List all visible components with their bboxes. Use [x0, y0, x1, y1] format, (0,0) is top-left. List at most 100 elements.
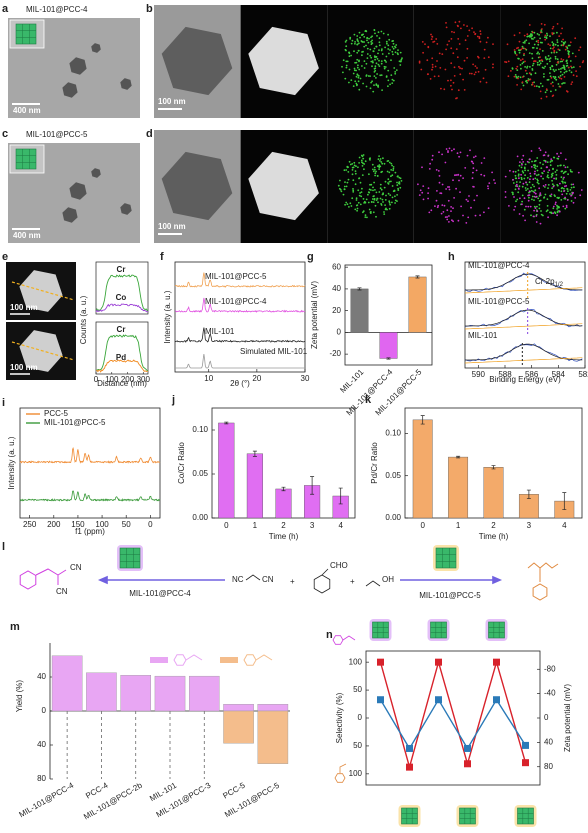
eds-dot: [512, 193, 514, 196]
eds-dot: [363, 67, 366, 69]
xps-bg: [464, 323, 583, 330]
eds-dot: [395, 69, 398, 71]
eds-dot: [357, 80, 360, 83]
eds-dot: [363, 202, 365, 204]
eds-dot: [373, 55, 376, 57]
eds-dot: [556, 204, 558, 207]
eds-dot: [391, 78, 394, 81]
eds-dot: [546, 79, 549, 81]
eds-dot: [384, 204, 386, 207]
eds-dot: [559, 71, 562, 73]
label: 0: [94, 375, 99, 384]
eds-dot: [554, 171, 557, 173]
eds-dot: [356, 38, 359, 40]
eds-dot: [558, 77, 561, 79]
eds-dot: [537, 39, 540, 42]
eds-dot: [351, 163, 354, 165]
eds-dot: [557, 44, 559, 47]
eds-dot: [444, 161, 447, 164]
eds-dot: [474, 71, 477, 74]
eds-dot: [523, 52, 525, 55]
eds-dot: [535, 215, 538, 217]
eds-dot: [574, 37, 577, 40]
eds-dot: [562, 59, 565, 61]
eds-dot: [375, 191, 378, 194]
xps-fit: [465, 273, 583, 291]
eds-dot: [541, 59, 543, 61]
eds-dot: [559, 85, 562, 88]
label: 40: [37, 740, 46, 749]
label: 40: [37, 672, 46, 681]
eds-dot: [375, 62, 378, 65]
eds-dot: [530, 189, 533, 192]
eds-dot: [455, 97, 457, 100]
eds-dot: [448, 221, 450, 223]
eds-dot: [560, 77, 563, 80]
label: g: [307, 251, 314, 263]
eds-dot: [379, 160, 381, 162]
eds-dot: [537, 173, 540, 176]
eds-dot: [480, 173, 483, 176]
eds-dot: [483, 157, 486, 160]
eds-dot: [528, 34, 531, 37]
eds-dot: [570, 71, 573, 74]
eds-dot: [510, 70, 512, 72]
eds-dot: [524, 219, 526, 222]
eds-dot: [355, 204, 358, 207]
eds-dot: [397, 187, 399, 190]
eds-dot: [380, 62, 383, 65]
eds-dot: [388, 38, 391, 41]
eds-dot: [556, 206, 559, 208]
eds-dot: [464, 167, 467, 169]
eds-dot: [488, 182, 491, 185]
label: 10: [204, 374, 213, 383]
eds-dot: [521, 203, 523, 206]
eds-dot: [377, 31, 380, 34]
eds-dot: [461, 67, 463, 70]
plot-frame: [464, 261, 586, 369]
eds-dot: [341, 65, 343, 68]
particle: [91, 43, 101, 53]
eds-dot: [453, 66, 456, 69]
eds-dot: [362, 82, 364, 85]
eds-dot: [347, 178, 350, 181]
label: 2θ (°): [230, 379, 250, 388]
eds-dot: [512, 182, 515, 184]
eds-dot: [353, 161, 356, 164]
eds-dot: [564, 158, 567, 161]
eds-dot: [539, 193, 541, 196]
eds-dot: [376, 73, 378, 75]
eds-dot: [579, 194, 582, 197]
label: 40: [544, 737, 553, 746]
eds-dot: [376, 58, 379, 60]
eds-dot: [563, 190, 565, 193]
bar: [86, 672, 117, 712]
eds-dot: [392, 166, 395, 168]
eds-dot: [538, 207, 541, 210]
eds-dot: [484, 68, 487, 71]
eds-dot: [465, 198, 468, 201]
eds-dot: [386, 208, 388, 211]
particle: [120, 203, 132, 215]
eds-dot: [521, 185, 524, 188]
eds-dot: [445, 188, 447, 190]
eds-dot: [545, 210, 548, 213]
eds-dot: [351, 197, 354, 200]
eds-dot: [429, 162, 431, 165]
eds-dot: [534, 189, 537, 192]
label: 0.05: [192, 469, 208, 478]
label: j: [171, 394, 175, 406]
eds-dot: [438, 175, 441, 177]
eds-dot: [349, 38, 351, 40]
eds-dot: [356, 209, 358, 212]
label: 20: [332, 306, 341, 315]
label: 0.00: [192, 513, 208, 522]
eds-dot: [374, 204, 377, 207]
bar: [408, 276, 427, 333]
eds-dot: [397, 189, 400, 192]
eds-dot: [421, 41, 424, 43]
eds-dot: [507, 75, 510, 78]
eds-dot: [541, 85, 544, 87]
eds-dot: [365, 198, 368, 201]
